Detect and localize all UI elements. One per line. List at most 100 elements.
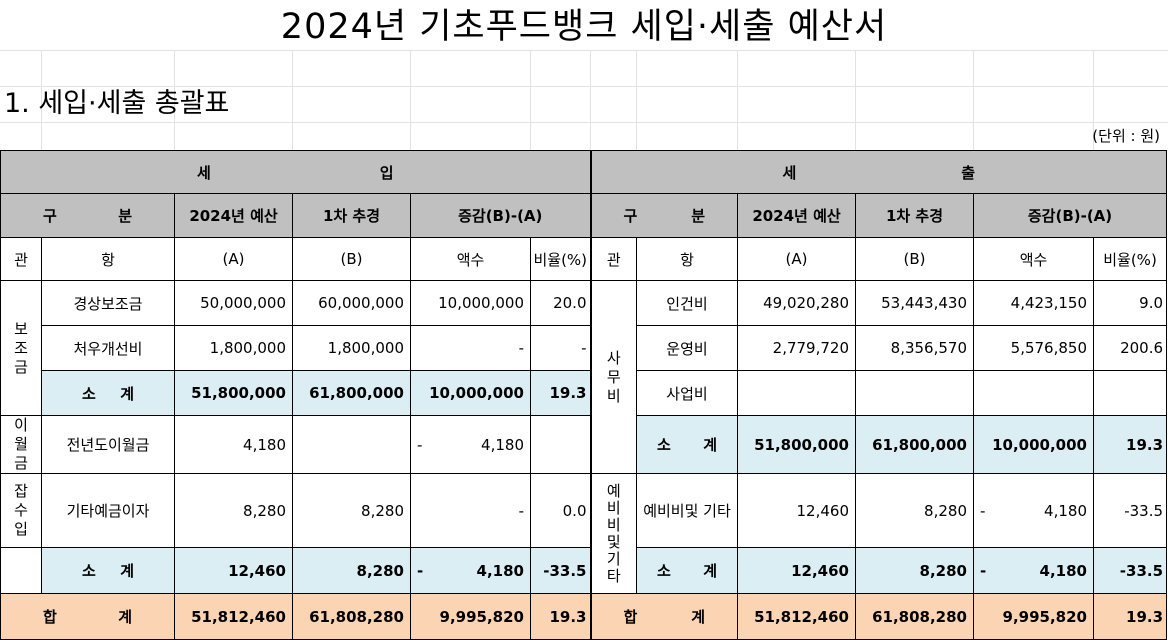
expense-budget-header: 2024년 예산: [737, 193, 856, 238]
expense-a: 49,020,280: [737, 280, 856, 326]
revenue-a: 1,800,000: [174, 325, 293, 371]
revenue-subtotal-rate: -33.5: [530, 547, 591, 594]
expense-header-left: 세: [782, 163, 797, 182]
revenue-gwan-empty: [0, 547, 42, 594]
expense-subtotal-a: 51,800,000: [737, 415, 856, 474]
revenue-total-a: 51,812,460: [174, 593, 293, 640]
expense-col-b: (B): [855, 237, 974, 281]
expense-subtotal-amount: 10,000,000: [973, 415, 1094, 474]
expense-col-gwan: 관: [589, 237, 637, 281]
expense-header: 세 출: [589, 150, 1168, 194]
expense-amount: - 4,180: [973, 473, 1094, 548]
header-row-sub: 관 항 (A) (B) 액수 비율(%) 관 항 (A) (B) 액수 비율(%…: [0, 237, 1168, 281]
revenue-header-right: 입: [379, 163, 394, 182]
revenue-rate: 20.0: [530, 280, 591, 326]
revenue-revised-header: 1차 추경: [292, 193, 411, 238]
expense-rate: 200.6: [1092, 325, 1168, 371]
revenue-budget-header: 2024년 예산: [174, 193, 293, 238]
revenue-col-a: (A): [174, 237, 293, 281]
expense-rate: 9.0: [1092, 280, 1168, 326]
revenue-rate: -: [530, 325, 591, 371]
revenue-subtotal-a: 51,800,000: [174, 370, 293, 416]
amount-value: 4,180: [1039, 561, 1087, 580]
revenue-subtotal-b: 8,280: [292, 547, 411, 594]
expense-subtotal-b: 8,280: [855, 547, 974, 594]
expense-gubun-header: 구 분: [589, 193, 738, 238]
expense-total-a: 51,812,460: [737, 593, 856, 640]
revenue-subtotal-rate: 19.3: [530, 370, 591, 416]
expense-subtotal-b: 61,800,000: [855, 415, 974, 474]
revenue-col-b: (B): [292, 237, 411, 281]
expense-b: [855, 370, 974, 416]
expense-a: 2,779,720: [737, 325, 856, 371]
expense-hang: 인건비: [636, 280, 738, 326]
expense-diff-header: 증감(B)-(A): [972, 193, 1168, 238]
expense-hang: 운영비: [636, 325, 738, 371]
expense-amount: [973, 370, 1094, 416]
header-row-columns: 구 분 2024년 예산 1차 추경 증감(B)-(A) 구 분 2024년 예…: [0, 193, 1168, 238]
expense-subtotal-rate: 19.3: [1092, 415, 1168, 474]
revenue-gubun-header: 구 분: [0, 193, 175, 238]
revenue-header: 세 입: [0, 150, 591, 194]
expense-amount: 4,423,150: [973, 280, 1094, 326]
sheet-gridlines: [0, 0, 1168, 150]
revenue-col-gwan: 관: [0, 237, 42, 281]
expense-a: 12,460: [737, 473, 856, 548]
expense-col-amount: 액수: [973, 237, 1094, 281]
revenue-amount: -: [410, 325, 531, 371]
amount-value: 4,180: [1044, 501, 1087, 520]
revenue-total-amount: 9,995,820: [410, 593, 531, 640]
expense-a: [737, 370, 856, 416]
revenue-hang: 처우개선비: [41, 325, 175, 371]
revenue-subtotal-b: 61,800,000: [292, 370, 411, 416]
expense-total-b: 61,808,280: [855, 593, 974, 640]
expense-revised-header: 1차 추경: [855, 193, 974, 238]
negative-sign: -: [417, 435, 423, 454]
negative-sign: -: [980, 561, 987, 580]
revenue-a: 4,180: [174, 415, 293, 474]
revenue-a: 50,000,000: [174, 280, 293, 326]
revenue-col-amount: 액수: [410, 237, 531, 281]
expense-b: 8,356,570: [855, 325, 974, 371]
revenue-subtotal-amount: 10,000,000: [410, 370, 531, 416]
expense-b: 53,443,430: [855, 280, 974, 326]
revenue-amount: -: [410, 473, 531, 548]
expense-subtotal-a: 12,460: [737, 547, 856, 594]
revenue-amount: 10,000,000: [410, 280, 531, 326]
amount-value: 4,180: [476, 561, 524, 580]
document-title: 2024년 기초푸드뱅크 세입·세출 예산서: [280, 7, 888, 47]
expense-hang: 사업비: [636, 370, 738, 416]
revenue-rate: 0.0: [530, 473, 591, 548]
revenue-hang: 전년도이월금: [41, 415, 175, 474]
revenue-diff-header: 증감(B)-(A): [410, 193, 591, 238]
expense-b: 8,280: [855, 473, 974, 548]
header-row-main: 세 입 세 출: [0, 150, 1168, 194]
revenue-col-rate: 비율(%): [530, 237, 591, 281]
revenue-gubun-1: 구: [43, 207, 57, 225]
expense-hang: 예비비및 기타: [636, 473, 738, 548]
negative-sign: -: [980, 501, 986, 520]
revenue-hang: 기타예금이자: [41, 473, 175, 548]
expense-col-hang: 항: [636, 237, 738, 281]
revenue-subtotal-a: 12,460: [174, 547, 293, 594]
revenue-subtotal-amount: - 4,180: [410, 547, 531, 594]
expense-header-right: 출: [961, 163, 976, 182]
expense-subtotal-rate: -33.5: [1092, 547, 1168, 594]
negative-sign: -: [417, 561, 424, 580]
revenue-total-rate: 19.3: [530, 593, 591, 640]
expense-amount: 5,576,850: [973, 325, 1094, 371]
revenue-amount: - 4,180: [410, 415, 531, 474]
revenue-a: 8,280: [174, 473, 293, 548]
